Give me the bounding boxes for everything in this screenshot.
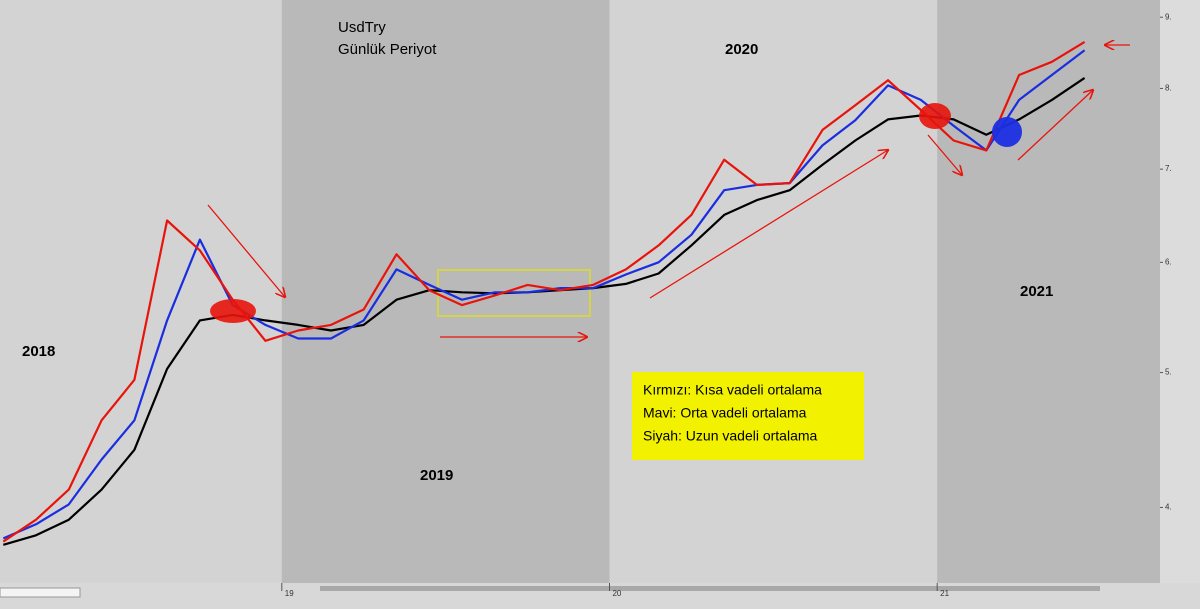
y-tick-label: 7. [1165,164,1172,173]
legend-entry: Siyah: Uzun vadeli ortalama [643,428,818,444]
annotation: 2021 [1020,283,1053,300]
series-line [2,49,1086,540]
cross-marker [992,117,1022,147]
legend [632,372,864,460]
arrow [649,150,888,299]
legend-entry: Kırmızı: Kısa vadeli ortalama [643,382,822,398]
x-tick-label: 20 [612,589,621,598]
annotation: 2019 [420,467,453,484]
chart-title: UsdTry [338,19,386,36]
arrow [207,204,285,297]
y-tick-label: 5. [1165,368,1172,377]
y-tick-label: 6. [1165,257,1172,266]
legend-entry: Mavi: Orta vadeli ortalama [643,405,807,421]
period-band [937,0,1160,583]
y-tick-label: 9. [1165,12,1172,21]
cross-marker [919,103,951,129]
y-tick-label: 8. [1165,84,1172,93]
y-tick-label: 4. [1165,503,1172,512]
arrow [1017,90,1093,161]
annotation: 2018 [22,343,55,360]
annotation: 2020 [725,41,758,58]
chart-subtitle: Günlük Periyot [338,41,437,58]
time-strip [320,586,1100,591]
arrows [207,45,1130,337]
cross-marker [210,299,256,323]
x-tick-label: 21 [940,589,949,598]
x-tick-label: 19 [285,589,294,598]
arrow [927,134,962,175]
scrollbar[interactable] [0,587,81,598]
series-line [2,40,1086,543]
y-axis-panel [1160,0,1200,583]
